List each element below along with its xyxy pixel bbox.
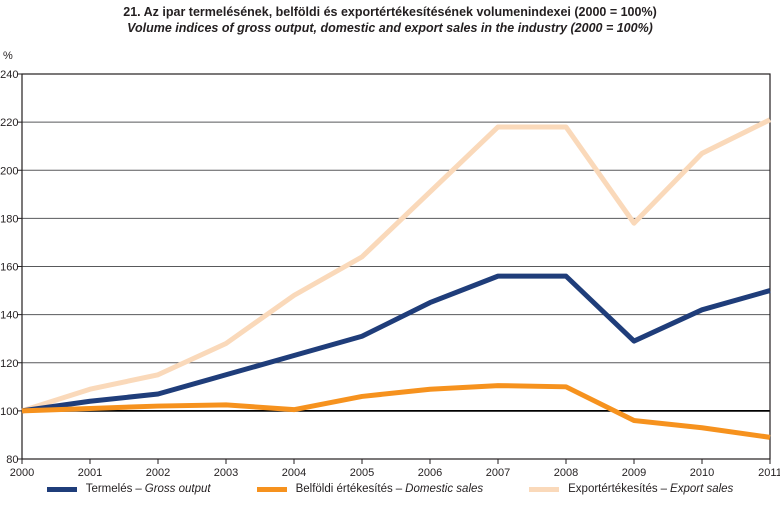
series-line-domestic-sales [21, 383, 771, 440]
y-tick-label-240: 240 [0, 69, 18, 81]
x-tick-label-2002: 2002 [146, 467, 170, 479]
x-tick-label-2000: 2000 [10, 467, 34, 479]
y-tick-label-200: 200 [0, 165, 18, 177]
legend-item-domestic-sales: Belföldi értékesítés – Domestic sales [256, 483, 484, 495]
legend-label-gross-output: Termelés – Gross output [85, 483, 211, 495]
x-tick-label-2011: 2011 [758, 467, 780, 479]
x-tick-label-2003: 2003 [214, 467, 238, 479]
chart-title: 21. Az ipar termelésének, belföldi és ex… [123, 5, 657, 19]
x-tick-label-2010: 2010 [690, 467, 714, 479]
legend-label-export-sales: Exportértékesítés – Export sales [568, 483, 734, 495]
y-tick-label-140: 140 [0, 310, 18, 322]
y-tick-label-160: 160 [0, 262, 18, 274]
x-tick-label-2007: 2007 [486, 467, 510, 479]
legend-swatch-export-sales [529, 486, 560, 492]
legend-swatch-gross-output [46, 486, 77, 492]
series-line-export-sales [21, 117, 772, 414]
x-tick-label-2009: 2009 [622, 467, 646, 479]
y-axis-unit-label: % [3, 50, 13, 62]
x-tick-label-2005: 2005 [350, 467, 374, 479]
legend-label-domestic-sales: Belföldi értékesítés – Domestic sales [295, 483, 484, 495]
x-tick-label-2006: 2006 [418, 467, 442, 479]
x-tick-label-2001: 2001 [78, 467, 102, 479]
x-tick-label-2004: 2004 [282, 467, 306, 479]
legend-swatch-domestic-sales [256, 486, 287, 492]
legend: Termelés – Gross output Belföldi értékesít… [0, 483, 780, 495]
legend-item-gross-output: Termelés – Gross output [46, 483, 211, 495]
y-tick-label-120: 120 [0, 358, 18, 370]
y-tick-label-220: 220 [0, 117, 18, 129]
chart-subtitle: Volume indices of gross output, domestic… [127, 21, 653, 35]
chart-plot: 80 100 120 140 160 180 200 220 240 2000 2001 2002 20… [0, 69, 780, 479]
series-line-gross-output [21, 273, 771, 414]
y-tick-label-180: 180 [0, 213, 18, 225]
x-tick-label-2008: 2008 [554, 467, 578, 479]
y-tick-label-80: 80 [6, 454, 18, 466]
legend-item-export-sales: Exportértékesítés – Export sales [529, 483, 733, 495]
y-tick-label-100: 100 [0, 406, 18, 418]
